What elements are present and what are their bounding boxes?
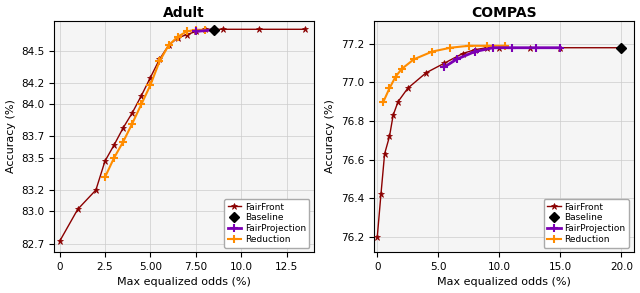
FairFront — [618, 46, 625, 50]
X-axis label: Max equalized odds (%): Max equalized odds (%) — [117, 277, 251, 287]
FairFront — [301, 28, 308, 31]
Legend: FairFront, Baseline, FairProjection, Reduction: FairFront, Baseline, FairProjection, Red… — [224, 199, 310, 248]
FairProjection — [532, 46, 540, 50]
FairFront — [386, 135, 394, 138]
Reduction — [428, 50, 436, 53]
Reduction — [398, 67, 406, 71]
X-axis label: Max equalized odds (%): Max equalized odds (%) — [436, 277, 570, 287]
Reduction — [129, 122, 136, 125]
FairFront — [404, 86, 412, 90]
Reduction — [192, 28, 200, 32]
FairProjection — [210, 28, 218, 32]
Reduction — [147, 83, 154, 87]
FairFront — [471, 48, 479, 51]
Reduction — [380, 100, 387, 103]
FairFront — [119, 126, 127, 130]
Line: FairFront: FairFront — [56, 26, 308, 245]
Line: FairProjection: FairProjection — [440, 44, 564, 71]
FairProjection — [440, 65, 448, 69]
FairFront — [556, 46, 564, 50]
FairFront — [255, 28, 263, 31]
Reduction — [119, 140, 127, 144]
FairFront — [156, 57, 163, 61]
FairFront — [56, 240, 63, 243]
Line: Reduction: Reduction — [380, 42, 509, 106]
FairFront — [92, 188, 100, 192]
Reduction — [101, 176, 109, 179]
Reduction — [386, 86, 394, 90]
Y-axis label: Accuracy (%): Accuracy (%) — [325, 100, 335, 173]
Line: FairFront: FairFront — [374, 45, 625, 240]
Reduction — [201, 28, 209, 32]
FairProjection — [490, 46, 497, 50]
FairFront — [192, 30, 200, 33]
Line: Reduction: Reduction — [101, 26, 209, 181]
FairFront — [440, 62, 448, 65]
FairFront — [422, 71, 430, 74]
FairFront — [389, 113, 397, 117]
FairProjection — [508, 46, 515, 50]
Reduction — [164, 44, 172, 47]
FairFront — [74, 207, 81, 211]
FairFront — [138, 94, 145, 98]
FairFront — [381, 152, 388, 156]
FairFront — [201, 28, 209, 31]
Reduction — [183, 30, 191, 33]
FairFront — [174, 36, 182, 40]
Reduction — [447, 46, 454, 50]
FairFront — [110, 143, 118, 147]
Reduction — [465, 44, 473, 47]
Legend: FairFront, Baseline, FairProjection, Reduction: FairFront, Baseline, FairProjection, Red… — [543, 199, 629, 248]
Reduction — [138, 103, 145, 106]
FairFront — [183, 33, 191, 36]
Y-axis label: Accuracy (%): Accuracy (%) — [6, 100, 15, 173]
Reduction — [392, 75, 399, 79]
FairProjection — [471, 50, 479, 53]
Line: FairProjection: FairProjection — [192, 26, 218, 36]
FairFront — [147, 76, 154, 79]
FairFront — [374, 235, 381, 239]
FairProjection — [192, 30, 200, 33]
Title: COMPAS: COMPAS — [471, 6, 536, 20]
FairFront — [459, 52, 467, 55]
FairFront — [129, 111, 136, 115]
FairFront — [101, 159, 109, 163]
Reduction — [483, 44, 491, 47]
Reduction — [110, 156, 118, 160]
FairProjection — [556, 46, 564, 50]
FairProjection — [452, 57, 460, 61]
FairFront — [220, 28, 227, 31]
Title: Adult: Adult — [163, 6, 205, 20]
FairFront — [164, 44, 172, 47]
FairFront — [377, 193, 385, 196]
Reduction — [156, 60, 163, 63]
FairFront — [495, 46, 503, 50]
FairFront — [526, 46, 534, 50]
Reduction — [174, 35, 182, 39]
FairFront — [394, 100, 402, 103]
Reduction — [410, 57, 418, 61]
Reduction — [502, 44, 509, 47]
FairFront — [483, 46, 491, 50]
